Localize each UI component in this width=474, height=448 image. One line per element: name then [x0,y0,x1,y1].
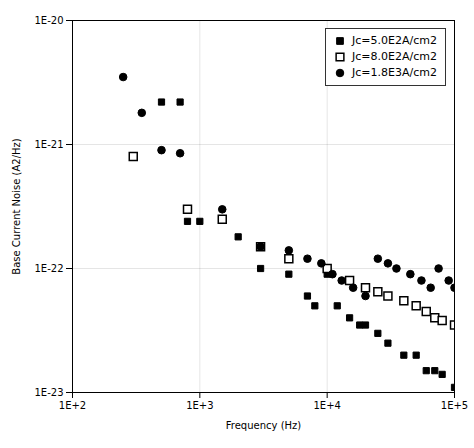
svg-text:1E-21: 1E-21 [34,139,63,150]
svg-text:Frequency (Hz): Frequency (Hz) [226,420,302,431]
svg-text:1E-23: 1E-23 [34,387,63,398]
html-text:Jc=5.0E2A/cm2: Jc=5.0E2A/cm2 [352,34,437,47]
svg-text:1E+5: 1E+5 [441,400,468,411]
html-text:Jc=8.0E2A/cm2: Jc=8.0E2A/cm2 [352,50,437,63]
svg-text:1E+4: 1E+4 [313,400,340,411]
svg-text:1E+2: 1E+2 [59,400,86,411]
svg-text:1E-20: 1E-20 [34,15,63,26]
svg-text:1E+3: 1E+3 [186,400,213,411]
svg-text:Base Current Noise (A2/Hz): Base Current Noise (A2/Hz) [11,138,22,274]
svg-text:1E-22: 1E-22 [34,263,63,274]
html-text:Jc=1.8E3A/cm2: Jc=1.8E3A/cm2 [352,66,437,79]
